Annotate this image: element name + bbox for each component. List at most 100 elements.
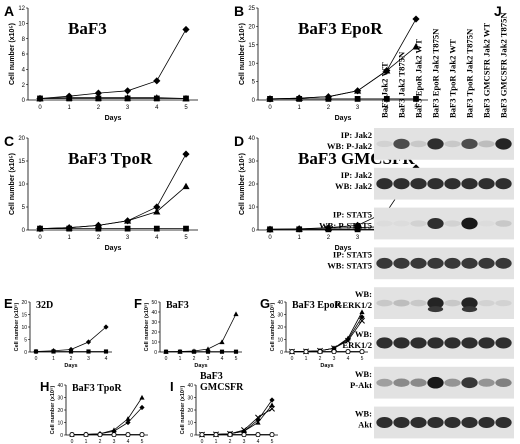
data-point	[303, 349, 309, 355]
data-point	[383, 66, 391, 74]
data-point	[37, 225, 43, 232]
y-tick-label: 40	[151, 310, 157, 316]
blot-band	[427, 138, 444, 150]
series-line	[201, 408, 273, 436]
x-tick-label: 2	[97, 235, 101, 241]
data-point	[219, 339, 225, 345]
x-tick-label: 1	[305, 356, 308, 362]
blot-row: WB:ERK1/2	[342, 327, 514, 359]
data-point	[354, 87, 362, 94]
lane-label: BaF3 TpoR Jak2 WT	[448, 39, 458, 118]
y-axis-label: Cell number (x10⁵)	[144, 302, 150, 351]
x-axis-label: Days	[320, 363, 333, 369]
blot-band	[376, 257, 393, 269]
y-tick-label: 0	[22, 228, 26, 234]
blot-band	[427, 257, 444, 269]
data-point	[111, 427, 117, 433]
lane-label: BaF3 GMCSFR Jak2 T875N	[499, 12, 509, 118]
series-line	[269, 46, 417, 100]
x-tick-label: 2	[97, 105, 101, 111]
data-point	[233, 349, 239, 354]
data-point	[66, 225, 73, 232]
blot-band	[427, 297, 444, 309]
chart-title: BaF3	[68, 19, 107, 38]
row-label-line1: WB:	[355, 409, 372, 419]
data-point	[163, 349, 169, 354]
chart-panel-i: I010203040012345DaysCell number (x10⁵)Ba…	[170, 371, 278, 444]
series-square	[33, 349, 109, 354]
x-axis-label: Days	[335, 115, 352, 122]
blot-band	[427, 376, 444, 389]
y-tick-label: 20	[21, 300, 27, 306]
y-axis-label: Cell number (x10⁵)	[270, 302, 276, 351]
y-tick-label: 20	[248, 25, 255, 31]
y-tick-label: 30	[187, 395, 193, 401]
lane-label: BaF3 Jak2 WT	[380, 62, 390, 118]
data-point	[95, 95, 102, 102]
blot-band	[444, 337, 461, 349]
data-point	[241, 427, 247, 433]
x-tick-label: 2	[70, 356, 73, 362]
blot-band	[427, 178, 444, 190]
y-axis-label: Cell number (x10⁵)	[239, 153, 246, 215]
y-tick-label: 10	[277, 337, 283, 343]
series-square	[37, 225, 189, 232]
x-tick-label: 0	[35, 356, 38, 362]
blot-band	[444, 416, 461, 429]
blot-band	[461, 297, 478, 309]
x-tick-label: 0	[38, 105, 42, 111]
lane-label: BaF3 EpoR Jak2 WT	[414, 39, 424, 118]
y-tick-label: 20	[187, 408, 193, 414]
data-point	[359, 349, 365, 355]
x-tick-label: 3	[333, 356, 336, 362]
panel-letter: H	[40, 379, 49, 394]
x-tick-label: 0	[268, 105, 272, 111]
row-label-line1: IP: Jak2	[341, 170, 372, 180]
panel-letter: A	[4, 3, 14, 19]
series-square	[163, 349, 239, 354]
data-point	[199, 432, 205, 438]
x-tick-label: 5	[361, 356, 364, 362]
series-diamond	[36, 25, 190, 103]
x-tick-label: 2	[319, 356, 322, 362]
x-tick-label: 1	[298, 235, 302, 241]
y-tick-label: 6	[22, 52, 26, 58]
x-tick-label: 5	[271, 439, 274, 444]
data-point	[153, 208, 161, 215]
x-tick-label: 4	[221, 356, 224, 362]
blot-band	[393, 138, 410, 149]
blot-band	[461, 377, 478, 389]
y-tick-label: 40	[57, 383, 63, 389]
x-axis-label: Days	[105, 245, 122, 252]
series-line	[39, 185, 187, 230]
y-tick-label: 4	[22, 67, 26, 73]
chart-title: BaF3	[200, 371, 223, 382]
data-point	[325, 96, 332, 102]
y-tick-label: 0	[24, 350, 27, 356]
x-tick-label: 3	[87, 356, 90, 362]
row-label-line1: WB:	[355, 369, 372, 379]
x-tick-label: 3	[356, 105, 360, 111]
blot-band	[444, 220, 461, 227]
blot-band	[461, 416, 478, 429]
data-point	[345, 337, 351, 344]
y-axis-label: Cell number (x10⁵)	[9, 23, 16, 85]
y-tick-label: 20	[248, 182, 255, 188]
y-tick-label: 5	[252, 80, 256, 86]
data-point	[125, 419, 131, 426]
blot-band	[376, 140, 393, 148]
data-point	[68, 349, 74, 354]
x-tick-label: 5	[235, 356, 238, 362]
data-point	[267, 96, 273, 102]
x-tick-label: 5	[184, 235, 188, 241]
x-tick-label: 3	[207, 356, 210, 362]
x-tick-label: 5	[141, 439, 144, 444]
blot-band	[444, 140, 461, 148]
data-point	[124, 217, 132, 224]
y-tick-label: 40	[277, 300, 283, 306]
data-point	[191, 349, 197, 354]
x-tick-label: 1	[179, 356, 182, 362]
